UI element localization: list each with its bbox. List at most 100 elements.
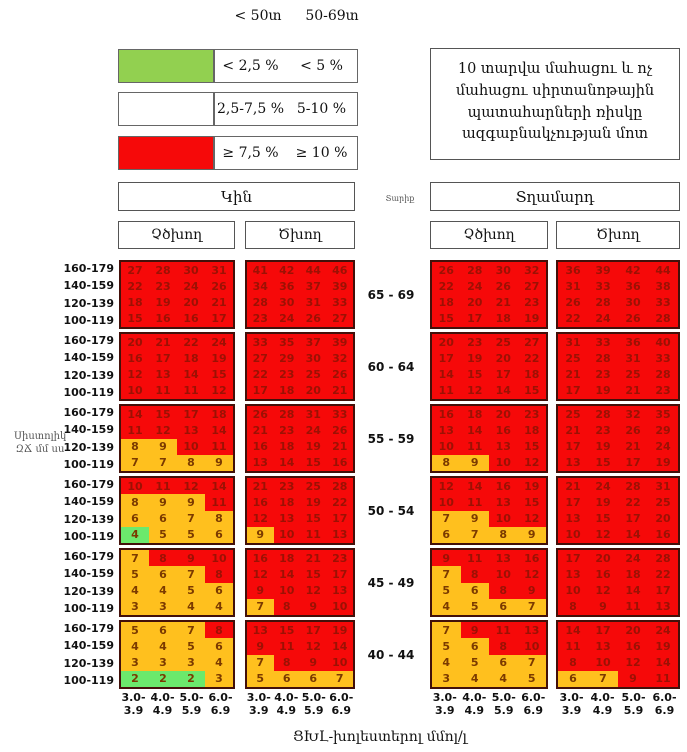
bp-row-label: 160-179 bbox=[63, 334, 115, 347]
risk-cell: 25 bbox=[489, 334, 518, 351]
risk-cell: 12 bbox=[247, 566, 274, 583]
risk-cell: 7 bbox=[517, 654, 546, 671]
risk-cell: 19 bbox=[648, 454, 678, 471]
risk-cell: 10 bbox=[558, 582, 588, 599]
cholesterol-tick-row: 3.0- 3.9 4.0- 4.9 5.0- 5.9 6.0- 6.9 bbox=[245, 691, 355, 717]
bp-row-label: 100-119 bbox=[63, 601, 115, 615]
risk-cell: 24 bbox=[618, 550, 648, 567]
bp-row-label: 160-179 bbox=[63, 550, 115, 563]
risk-cell: 15 bbox=[300, 510, 327, 527]
risk-cell: 5 bbox=[432, 582, 461, 599]
risk-cell: 14 bbox=[432, 366, 461, 383]
bp-row-label: 140-159 bbox=[63, 567, 115, 581]
risk-cell: 9 bbox=[460, 510, 489, 527]
risk-block-men_nonsmoker-55-59: 16 18 20 23 13 14 16 18 10 11 13 15 8 9 10 12 bbox=[430, 404, 548, 473]
risk-cell: 8 bbox=[205, 510, 233, 527]
risk-cell: 28 bbox=[247, 294, 274, 311]
risk-cell: 6 bbox=[489, 654, 518, 671]
risk-cell: 44 bbox=[648, 262, 678, 279]
risk-cell: 19 bbox=[460, 350, 489, 367]
risk-cell: 21 bbox=[247, 478, 274, 495]
risk-cell: 44 bbox=[300, 262, 327, 279]
risk-cell: 24 bbox=[460, 278, 489, 295]
legend-label-low-50-69: < 5 % bbox=[300, 58, 343, 74]
risk-cell: 15 bbox=[300, 566, 327, 583]
risk-cell: 11 bbox=[558, 638, 588, 655]
risk-cell: 31 bbox=[558, 334, 588, 351]
risk-cell: 18 bbox=[177, 350, 205, 367]
legend-label-medium-50-69: 5-10 % bbox=[296, 101, 347, 117]
risk-cell: 23 bbox=[326, 550, 353, 567]
risk-cell: 14 bbox=[558, 622, 588, 639]
bp-row-label: 140-159 bbox=[63, 351, 115, 365]
risk-cell: 7 bbox=[326, 670, 353, 687]
risk-cell: 21 bbox=[326, 382, 353, 399]
risk-cell: 15 bbox=[149, 406, 177, 423]
risk-cell: 11 bbox=[460, 550, 489, 567]
risk-block-men_nonsmoker-60-64: 20 23 25 27 17 19 20 22 14 15 17 18 11 12 14 15 bbox=[430, 332, 548, 401]
risk-cell: 11 bbox=[121, 422, 149, 439]
risk-cell: 18 bbox=[489, 310, 518, 327]
risk-cell: 23 bbox=[247, 310, 274, 327]
risk-cell: 25 bbox=[648, 494, 678, 511]
risk-cell: 10 bbox=[121, 478, 149, 495]
risk-cell: 14 bbox=[460, 478, 489, 495]
risk-cell: 17 bbox=[177, 406, 205, 423]
risk-cell: 23 bbox=[273, 366, 300, 383]
risk-cell: 22 bbox=[121, 278, 149, 295]
risk-cell: 15 bbox=[588, 510, 618, 527]
risk-cell: 13 bbox=[326, 582, 353, 599]
risk-cell: 5 bbox=[460, 598, 489, 615]
risk-cell: 40 bbox=[648, 334, 678, 351]
risk-cell: 7 bbox=[517, 598, 546, 615]
risk-description-box: 10 տարվա մահացու և ոչ մահացու սիրտանոթայ… bbox=[430, 48, 680, 160]
risk-cell: 24 bbox=[300, 422, 327, 439]
risk-cell: 4 bbox=[149, 638, 177, 655]
risk-block-women_smoker-60-64: 33 35 37 39 27 29 30 32 22 23 25 26 17 18 20 21 bbox=[245, 332, 355, 401]
risk-block-men_nonsmoker-50-54: 12 14 16 19 10 11 13 15 7 9 10 12 6 7 8 9 bbox=[430, 476, 548, 545]
risk-block-men_smoker-45-49: 17 20 24 28 13 16 18 22 10 12 14 17 8 9 11 13 bbox=[556, 548, 680, 617]
risk-cell: 28 bbox=[648, 550, 678, 567]
risk-cell: 9 bbox=[460, 622, 489, 639]
risk-cell: 10 bbox=[517, 638, 546, 655]
risk-cell: 19 bbox=[205, 350, 233, 367]
men-header: Տղամարդ bbox=[430, 182, 680, 211]
legend-label-high-50-69: ≥ 10 % bbox=[295, 145, 348, 161]
risk-cell: 18 bbox=[517, 366, 546, 383]
risk-block-women_smoker-45-49: 16 18 21 23 12 14 15 17 9 10 12 13 7 8 9 10 bbox=[245, 548, 355, 617]
risk-cell: 13 bbox=[588, 638, 618, 655]
risk-cell: 12 bbox=[177, 478, 205, 495]
age-group-label: 45 - 49 bbox=[367, 575, 415, 590]
risk-cell: 26 bbox=[326, 366, 353, 383]
risk-cell: 28 bbox=[618, 478, 648, 495]
risk-cell: 15 bbox=[588, 454, 618, 471]
risk-cell: 23 bbox=[648, 382, 678, 399]
bp-row-label: 120-139 bbox=[63, 440, 115, 454]
risk-block-women_smoker-55-59: 26 28 31 33 21 23 24 26 16 18 19 21 13 14 15 16 bbox=[245, 404, 355, 473]
risk-cell: 21 bbox=[489, 294, 518, 311]
risk-cell: 11 bbox=[149, 478, 177, 495]
risk-cell: 7 bbox=[432, 510, 461, 527]
risk-cell: 26 bbox=[247, 406, 274, 423]
risk-cell: 24 bbox=[588, 310, 618, 327]
women-header: Կին bbox=[118, 182, 355, 211]
risk-cell: 23 bbox=[588, 422, 618, 439]
risk-cell: 8 bbox=[273, 654, 300, 671]
risk-cell: 13 bbox=[558, 454, 588, 471]
risk-cell: 30 bbox=[618, 294, 648, 311]
risk-cell: 28 bbox=[588, 294, 618, 311]
risk-cell: 15 bbox=[121, 310, 149, 327]
risk-cell: 22 bbox=[247, 366, 274, 383]
cholesterol-tick: 4.0- 4.9 bbox=[462, 691, 487, 717]
risk-cell: 5 bbox=[121, 566, 149, 583]
risk-cell: 26 bbox=[205, 278, 233, 295]
risk-cell: 7 bbox=[432, 566, 461, 583]
risk-cell: 17 bbox=[618, 510, 648, 527]
risk-cell: 9 bbox=[149, 438, 177, 455]
risk-cell: 28 bbox=[648, 310, 678, 327]
cholesterol-tick: 5.0- 5.9 bbox=[179, 691, 204, 717]
risk-cell: 35 bbox=[648, 406, 678, 423]
risk-cell: 24 bbox=[648, 622, 678, 639]
risk-cell: 7 bbox=[149, 454, 177, 471]
